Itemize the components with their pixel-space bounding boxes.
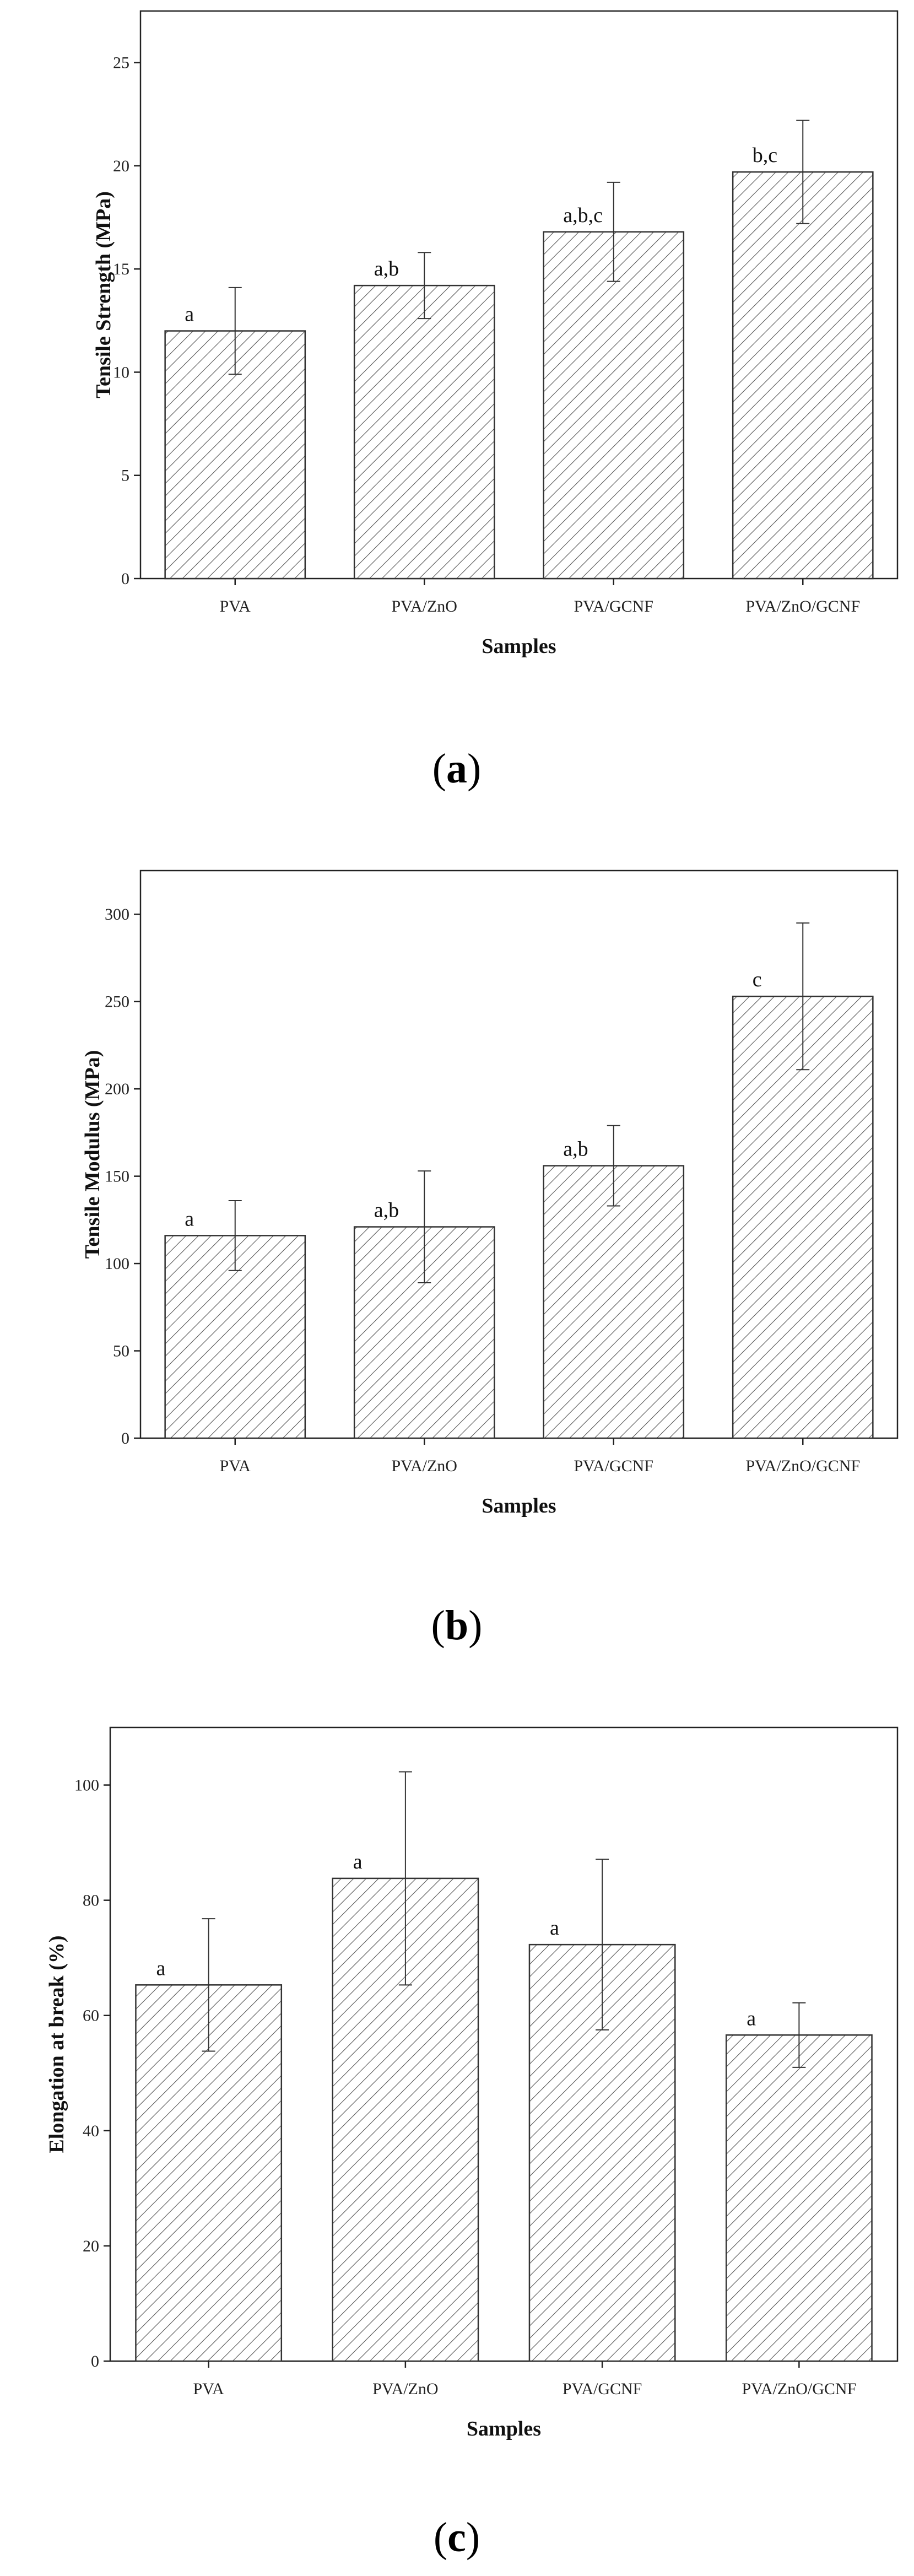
panel-letter: c: [447, 2514, 466, 2561]
chart-panel-a: 0 5 10 15 20 25 a PVA a,b PVA/ZnO a,b,c PVA/GCNF b,c…: [92, 10, 899, 792]
significance-label: b,c: [753, 144, 777, 167]
bar-pva-zno-gcnf: [732, 171, 874, 580]
x-tick-label: PVA/ZnO: [392, 597, 457, 615]
significance-label: a: [353, 1850, 363, 1873]
y-tick-label: 100: [74, 1776, 99, 1795]
x-tick-label: PVA/ZnO: [372, 2380, 438, 2398]
y-tick-label: 250: [105, 993, 129, 1011]
bar-pva-gcnf: [543, 1165, 685, 1439]
x-tick-label: PVA: [193, 2380, 224, 2398]
x-tick-label: PVA: [220, 1457, 251, 1475]
x-tick-label: PVA/ZnO/GCNF: [742, 2380, 856, 2398]
significance-label: a,b: [374, 257, 399, 280]
x-tick-label: PVA/ZnO: [392, 1457, 457, 1475]
y-tick-label: 50: [113, 1342, 129, 1360]
panel-label: (c): [434, 2514, 480, 2561]
y-tick-label: 200: [105, 1080, 129, 1098]
x-axis-title: Samples: [482, 635, 556, 658]
y-tick-label: 20: [113, 157, 129, 175]
y-axis-title: Tensile Strength (MPa): [92, 191, 115, 398]
panel-label: (b): [431, 1602, 483, 1649]
x-axis-title: Samples: [467, 2417, 541, 2440]
x-tick-label: PVA/GCNF: [574, 1457, 653, 1475]
bar-pva-gcnf: [543, 231, 685, 580]
y-tick-label: 25: [113, 54, 129, 72]
significance-label: a: [185, 1207, 194, 1230]
y-axis-title: Tensile Modulus (MPa): [81, 1050, 104, 1259]
plot-frame: [139, 870, 899, 1439]
plot-frame: [109, 1726, 899, 2362]
y-tick-label: 300: [105, 905, 129, 924]
y-axis-title: Elongation at break (%): [45, 1935, 68, 2153]
chart-panels: 0 5 10 15 20 25 a PVA a,b PVA/ZnO a,b,c PVA/GCNF b,c…: [45, 10, 899, 2561]
x-tick-label: PVA/ZnO/GCNF: [745, 597, 860, 615]
significance-label: a,b,c: [563, 204, 603, 227]
y-tick-label: 15: [113, 260, 129, 278]
x-tick-label: PVA/ZnO/GCNF: [745, 1457, 860, 1475]
y-tick-label: 0: [121, 570, 129, 588]
y-tick-label: 40: [83, 2122, 99, 2140]
significance-label: c: [753, 968, 762, 991]
bar-pva-zno: [353, 284, 495, 580]
significance-label: a: [747, 2007, 756, 2030]
y-tick-label: 100: [105, 1255, 129, 1273]
y-tick-label: 60: [83, 2007, 99, 2025]
significance-label: a: [156, 1957, 165, 1980]
significance-label: a: [185, 303, 194, 326]
x-axis-title: Samples: [482, 1494, 556, 1517]
significance-label: a,b: [563, 1138, 588, 1161]
chart-panel-b: 0 50 100 150 200 250 300 a PVA a,b PVA/ZnO a,b PVA/G…: [81, 870, 899, 1649]
y-tick-label: 0: [121, 1429, 129, 1448]
y-tick-label: 80: [83, 1892, 99, 1910]
panel-letter: b: [445, 1602, 468, 1649]
significance-label: a: [550, 1916, 559, 1940]
y-tick-label: 10: [113, 363, 129, 381]
x-tick-label: PVA: [220, 597, 251, 615]
panel-label: (a): [432, 746, 482, 792]
bar-pva-zno-gcnf: [725, 2034, 873, 2362]
x-tick-label: PVA/GCNF: [574, 597, 653, 615]
y-tick-label: 5: [121, 467, 129, 485]
y-tick-label: 0: [91, 2352, 99, 2370]
panel-letter: a: [446, 746, 467, 792]
chart-panel-c: 0 20 40 60 80 100 a PVA a PVA/ZnO a PVA/GCNF a PVA/Zn…: [45, 1726, 899, 2561]
y-tick-label: 20: [83, 2237, 99, 2255]
significance-label: a,b: [374, 1199, 399, 1222]
y-tick-label: 150: [105, 1168, 129, 1186]
x-tick-label: PVA/GCNF: [563, 2380, 642, 2398]
plot-frame: [139, 10, 899, 580]
bar-pva-zno-gcnf: [732, 995, 874, 1439]
